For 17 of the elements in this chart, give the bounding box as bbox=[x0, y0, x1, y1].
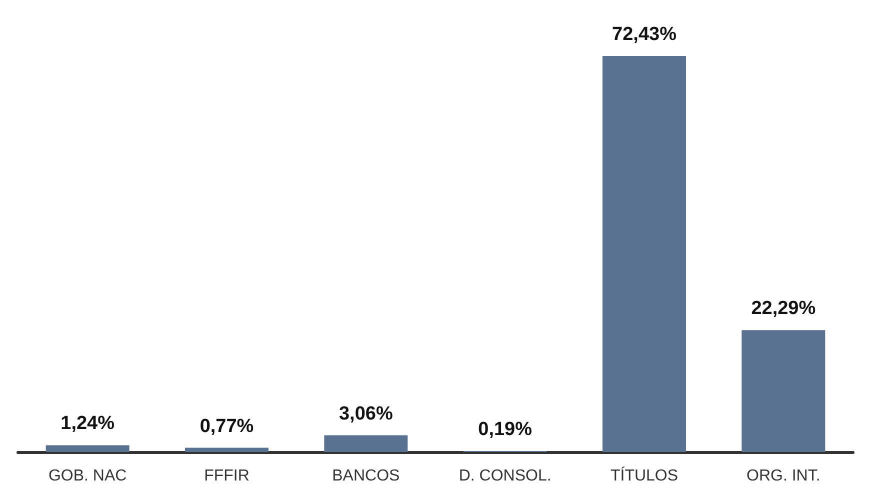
x-tick-label: ORG. INT. bbox=[746, 468, 820, 484]
bar bbox=[46, 445, 130, 452]
bar bbox=[602, 56, 686, 452]
data-label: 3,06% bbox=[338, 403, 393, 424]
x-tick-label: GOB. NAC bbox=[48, 468, 127, 484]
bar bbox=[742, 330, 826, 452]
data-label: 72,43% bbox=[612, 24, 677, 45]
x-tick-label: BANCOS bbox=[332, 468, 400, 484]
data-label: 0,19% bbox=[478, 418, 532, 440]
x-tick-label: FFFIR bbox=[204, 468, 250, 484]
bar bbox=[324, 435, 408, 452]
x-tick-label: D. CONSOL. bbox=[458, 468, 552, 484]
x-tick-label: TÍTULOS bbox=[610, 466, 678, 484]
data-label: 0,77% bbox=[200, 416, 254, 437]
bar bbox=[185, 448, 268, 452]
data-label: 22,29% bbox=[751, 298, 816, 320]
data-label: 1,24% bbox=[60, 413, 115, 434]
